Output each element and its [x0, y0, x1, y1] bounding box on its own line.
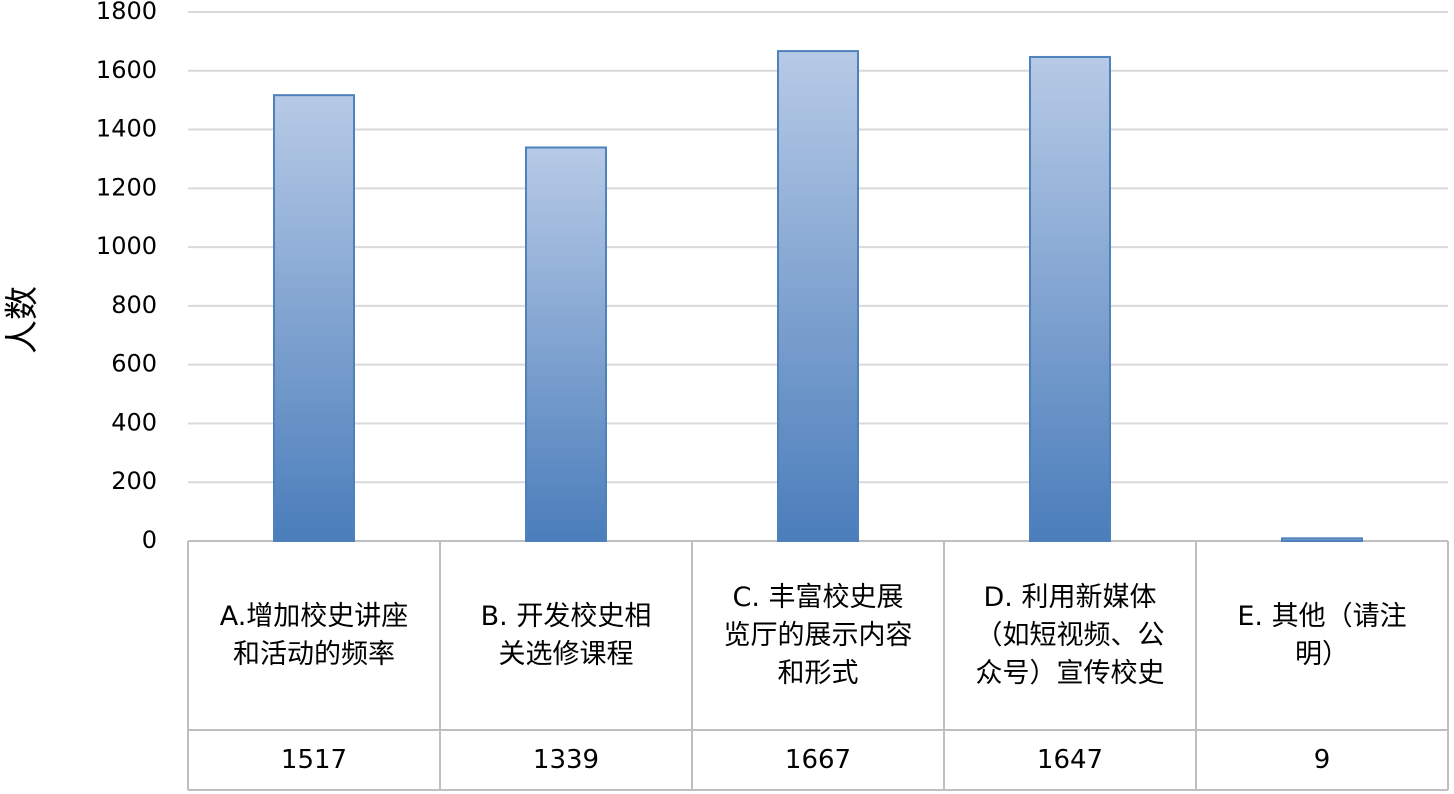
category-label: A.增加校史讲座和活动的频率 — [219, 600, 409, 670]
y-tick-label: 1800 — [96, 0, 157, 25]
bar — [525, 146, 607, 542]
y-tick-label: 1000 — [96, 232, 157, 260]
bar — [1029, 55, 1111, 543]
category-label: D. 利用新媒体（如短视频、公众号）宣传校史 — [975, 581, 1165, 689]
category-label: B. 开发校史相关选修课程 — [480, 600, 652, 670]
y-axis-label: 人数 — [3, 286, 43, 354]
y-tick-label: 400 — [111, 408, 157, 436]
data-table-value: 1667 — [784, 745, 852, 775]
category-label: E. 其他（请注明） — [1237, 600, 1407, 670]
data-table-value: 9 — [1313, 745, 1331, 775]
y-tick-label: 1600 — [96, 56, 157, 84]
bar — [1281, 537, 1363, 542]
y-tick-label: 0 — [142, 526, 157, 554]
bar — [777, 50, 859, 543]
y-tick-label: 1400 — [96, 115, 157, 143]
y-tick-label: 600 — [111, 350, 157, 378]
category-label: C. 丰富校史展览厅的展示内容和形式 — [723, 581, 913, 689]
y-tick-label: 1200 — [96, 173, 157, 201]
y-tick-label: 800 — [111, 291, 157, 319]
bar — [273, 94, 355, 542]
data-table-value: 1517 — [280, 745, 348, 775]
data-table-value: 1339 — [532, 745, 600, 775]
data-table-borders — [187, 541, 1449, 791]
data-table-value: 1647 — [1036, 745, 1104, 775]
y-tick-label: 200 — [111, 467, 157, 495]
